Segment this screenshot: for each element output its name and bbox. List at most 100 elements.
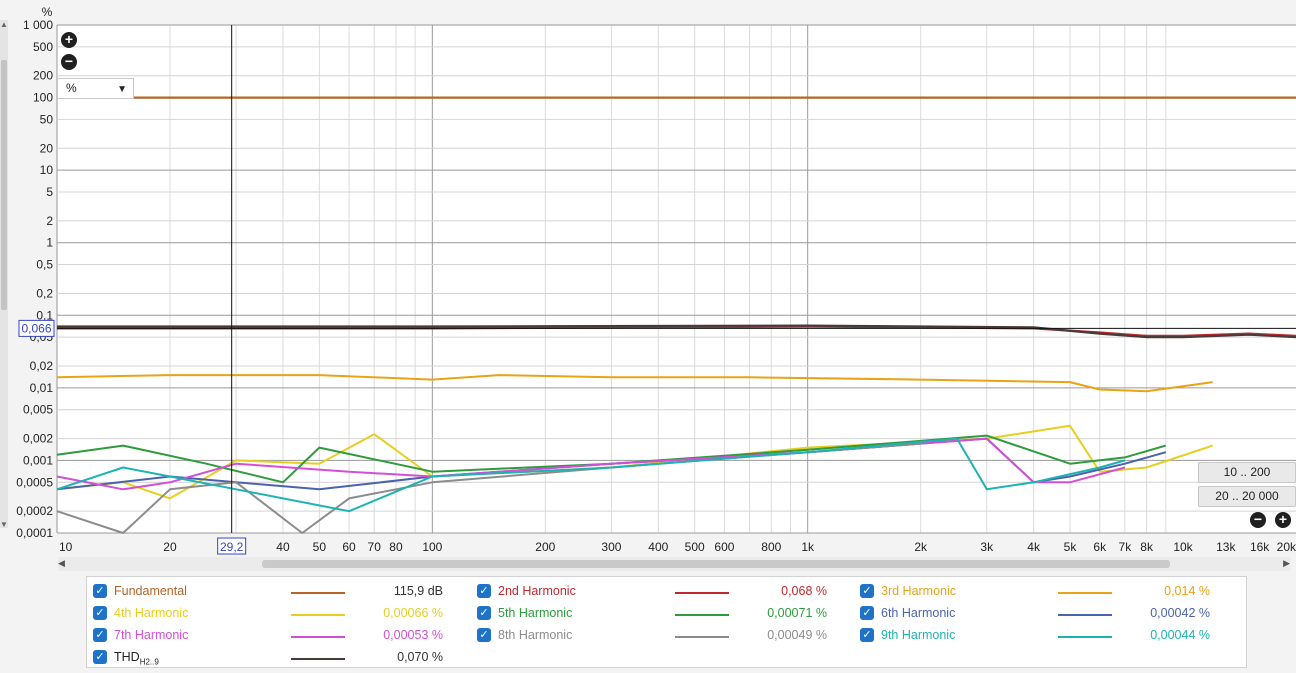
unit-select-value: %	[66, 81, 77, 95]
legend-item-label: 3rd Harmonic	[881, 584, 957, 598]
y-tick-label: 0,01	[30, 381, 54, 395]
x-tick-label: 800	[761, 540, 781, 554]
legend-swatch	[675, 592, 729, 594]
distortion-chart[interactable]: %1 0005002001005020105210,50,20,10,050,0…	[0, 0, 1296, 575]
y-tick-label: 0,2	[36, 286, 53, 300]
legend-item: ✓ 7th Harmonic 0,00053 %	[93, 625, 453, 645]
legend-item-label: 5th Harmonic	[498, 606, 573, 620]
scroll-up-arrow-icon[interactable]: ▲	[0, 20, 8, 29]
x-tick-label: 40	[276, 540, 290, 554]
legend-item-name: Fundamental	[114, 584, 187, 598]
x-tick-label: 2k	[914, 540, 928, 554]
x-tick-label: 70	[368, 540, 382, 554]
checkbox-icon[interactable]: ✓	[860, 584, 874, 598]
x-tick-label: 10k	[1173, 540, 1193, 554]
y-tick-label: 500	[33, 40, 53, 54]
legend-swatch	[675, 636, 729, 638]
scroll-down-arrow-icon[interactable]: ▼	[0, 520, 8, 529]
zoom-in-icon[interactable]: +	[61, 32, 77, 48]
x-tick-label: 8k	[1140, 540, 1154, 554]
vertical-scrollbar[interactable]	[0, 20, 8, 528]
range-button-20-20000[interactable]: 20 .. 20 000	[1198, 486, 1296, 507]
y-tick-label: 1	[46, 236, 53, 250]
legend-item-subscript: H2..9	[139, 657, 159, 667]
y-tick-label: 0,02	[30, 359, 54, 373]
horizontal-scrollbar-thumb[interactable]	[262, 560, 1170, 568]
legend-item-name: THDH2..9	[114, 650, 159, 667]
cursor-x-readout: 29,2	[220, 540, 244, 554]
x-zoom-in-icon[interactable]: +	[1275, 512, 1291, 528]
range-button-10-200[interactable]: 10 .. 200	[1198, 462, 1296, 483]
legend-item-value: 0,014 %	[1164, 584, 1210, 598]
legend-item: ✓ 6th Harmonic 0,00042 %	[860, 603, 1220, 623]
checkbox-icon[interactable]: ✓	[93, 584, 107, 598]
legend-item-value: 0,00044 %	[1150, 628, 1210, 642]
y-tick-label: 0,002	[23, 432, 53, 446]
y-unit-label: %	[42, 5, 53, 19]
legend-item-label: 8th Harmonic	[498, 628, 573, 642]
checkbox-icon[interactable]: ✓	[860, 628, 874, 642]
checkbox-icon[interactable]: ✓	[93, 606, 107, 620]
zoom-out-icon[interactable]: −	[61, 54, 77, 70]
legend-swatch	[291, 614, 345, 616]
vertical-scrollbar-thumb[interactable]	[1, 60, 7, 310]
x-tick-label: 400	[648, 540, 668, 554]
checkbox-icon[interactable]: ✓	[477, 628, 491, 642]
series-line-thd-h2-9	[57, 324, 1296, 339]
y-tick-label: 10	[40, 163, 54, 177]
y-tick-label: 50	[40, 112, 54, 126]
checkbox-icon[interactable]: ✓	[477, 606, 491, 620]
x-tick-label: 6k	[1093, 540, 1107, 554]
x-zoom-out-icon[interactable]: −	[1250, 512, 1266, 528]
plot-area	[57, 25, 1296, 533]
checkbox-icon[interactable]: ✓	[477, 584, 491, 598]
legend-item: ✓ 2nd Harmonic 0,068 %	[477, 581, 837, 601]
legend-item-name: 3rd Harmonic	[881, 584, 956, 598]
legend-swatch	[1058, 636, 1112, 638]
x-tick-label: 5k	[1064, 540, 1078, 554]
checkbox-icon[interactable]: ✓	[93, 650, 107, 664]
x-tick-label: 100	[422, 540, 442, 554]
checkbox-icon[interactable]: ✓	[860, 606, 874, 620]
y-tick-label: 0,001	[23, 453, 53, 467]
x-tick-label: 10	[59, 540, 73, 554]
legend-item-value: 0,00053 %	[383, 628, 443, 642]
x-tick-label: 7k	[1119, 540, 1133, 554]
legend-item-name: 7th Harmonic	[114, 628, 188, 642]
legend-item-label: 6th Harmonic	[881, 606, 956, 620]
legend-item-label: 2nd Harmonic	[498, 584, 576, 598]
y-tick-label: 100	[33, 91, 53, 105]
horizontal-scrollbar[interactable]: ◀ ▶	[58, 557, 1290, 571]
legend-item-value: 0,00071 %	[767, 606, 827, 620]
scroll-left-arrow-icon[interactable]: ◀	[58, 558, 65, 568]
cursor-y-readout: 0,066	[21, 321, 51, 335]
legend-item: ✓ 4th Harmonic 0,00066 %	[93, 603, 453, 623]
legend-swatch	[291, 658, 345, 660]
series-line-5th-harmonic	[56, 434, 1167, 484]
y-tick-label: 200	[33, 69, 53, 83]
y-tick-label: 0,0002	[16, 504, 53, 518]
checkbox-icon[interactable]: ✓	[93, 628, 107, 642]
legend-item-label: 7th Harmonic	[114, 628, 189, 642]
x-tick-label: 80	[389, 540, 403, 554]
cursor-x-readout-box	[217, 537, 247, 555]
y-tick-label: 0,0005	[16, 475, 53, 489]
y-tick-label: 20	[40, 141, 54, 155]
x-tick-label: 200	[535, 540, 555, 554]
x-tick-label: 16k	[1250, 540, 1270, 554]
x-tick-label: 20	[163, 540, 177, 554]
legend-item: ✓ 8th Harmonic 0,00049 %	[477, 625, 837, 645]
legend-swatch	[1058, 592, 1112, 594]
legend-item: ✓ 5th Harmonic 0,00071 %	[477, 603, 837, 623]
y-tick-label: 5	[46, 185, 53, 199]
legend-item-label: 9th Harmonic	[881, 628, 956, 642]
y-tick-label: 0,005	[23, 403, 53, 417]
legend-item: ✓ THDH2..9 0,070 %	[93, 647, 453, 667]
x-tick-label: 20k	[1277, 540, 1296, 554]
unit-select[interactable]: % ▼	[57, 78, 134, 99]
scroll-right-arrow-icon[interactable]: ▶	[1283, 558, 1290, 568]
x-tick-label: 3k	[980, 540, 994, 554]
legend-item-value: 0,00042 %	[1150, 606, 1210, 620]
legend-item-value: 0,068 %	[781, 584, 827, 598]
cursor-y-readout-box	[18, 319, 55, 337]
